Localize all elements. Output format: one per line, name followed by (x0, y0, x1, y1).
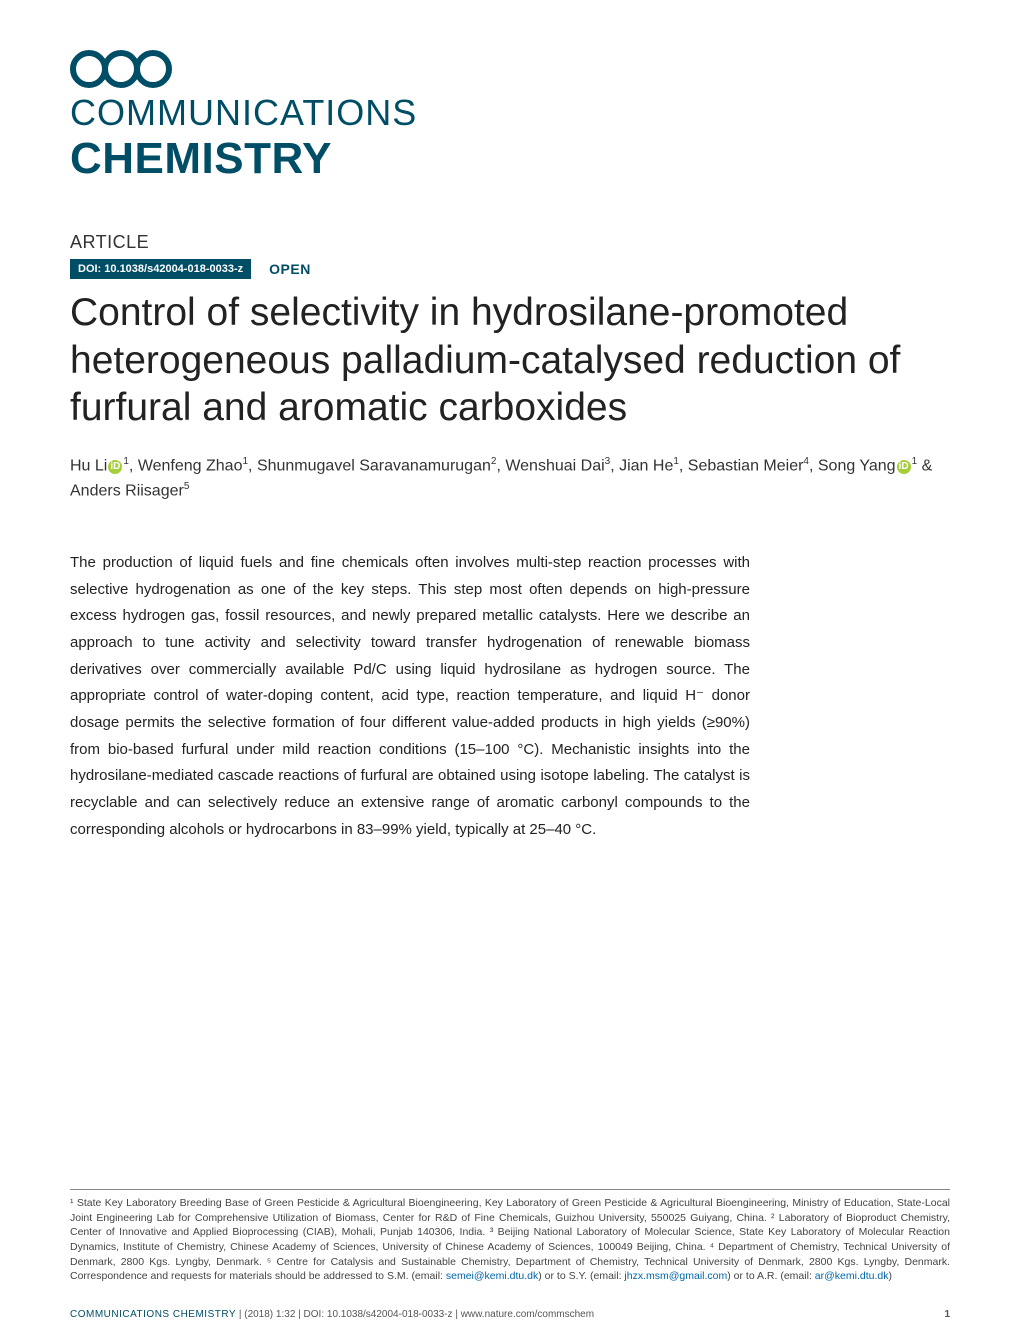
corresponding-email-link[interactable]: semei@kemi.dtu.dk (446, 1270, 538, 1282)
affiliations-block: ¹ State Key Laboratory Breeding Base of … (70, 1189, 950, 1284)
footer-left: COMMUNICATIONS CHEMISTRY | (2018) 1:32 |… (70, 1309, 594, 1320)
article-type-label: ARTICLE (70, 232, 149, 253)
author-aff: 5 (184, 481, 190, 492)
journal-brand: COMMUNICATIONS CHEMISTRY (70, 92, 950, 184)
author: Hu Li (70, 457, 107, 474)
affiliation-text: ) or to A.R. (email: (727, 1270, 815, 1282)
brand-line2: CHEMISTRY (70, 134, 950, 184)
footer-journal: COMMUNICATIONS CHEMISTRY (70, 1309, 236, 1320)
author: , Song Yang (809, 457, 896, 474)
page-number: 1 (944, 1309, 950, 1320)
journal-logo: COMMUNICATIONS CHEMISTRY (70, 50, 950, 184)
logo-rings-icon (70, 50, 950, 88)
footer-issue: | (2018) 1:32 (236, 1309, 298, 1320)
orcid-icon[interactable]: iD (897, 460, 911, 474)
corresponding-email-link[interactable]: ar@kemi.dtu.dk (815, 1270, 889, 1282)
abstract-text: The production of liquid fuels and fine … (70, 550, 750, 844)
author: , Shunmugavel Saravanamurugan (248, 457, 491, 474)
author-list: Hu LiiD1, Wenfeng Zhao1, Shunmugavel Sar… (70, 454, 950, 504)
brand-line1: COMMUNICATIONS (70, 92, 950, 134)
affiliation-text: ) or to S.Y. (email: (538, 1270, 624, 1282)
doi-badge: DOI: 10.1038/s42004-018-0033-z (70, 259, 251, 279)
orcid-icon[interactable]: iD (108, 460, 122, 474)
author: , Sebastian Meier (679, 457, 804, 474)
author: , Wenshuai Dai (496, 457, 604, 474)
author: , Wenfeng Zhao (129, 457, 243, 474)
page-footer: COMMUNICATIONS CHEMISTRY | (2018) 1:32 |… (70, 1309, 950, 1320)
article-title: Control of selectivity in hydrosilane-pr… (70, 289, 950, 432)
open-access-label: OPEN (269, 261, 311, 277)
footer-doi: | DOI: 10.1038/s42004-018-0033-z | www.n… (298, 1309, 594, 1320)
corresponding-email-link[interactable]: jhzx.msm@gmail.com (624, 1270, 727, 1282)
author: , Jian He (610, 457, 673, 474)
affiliation-text: ) (888, 1270, 892, 1282)
